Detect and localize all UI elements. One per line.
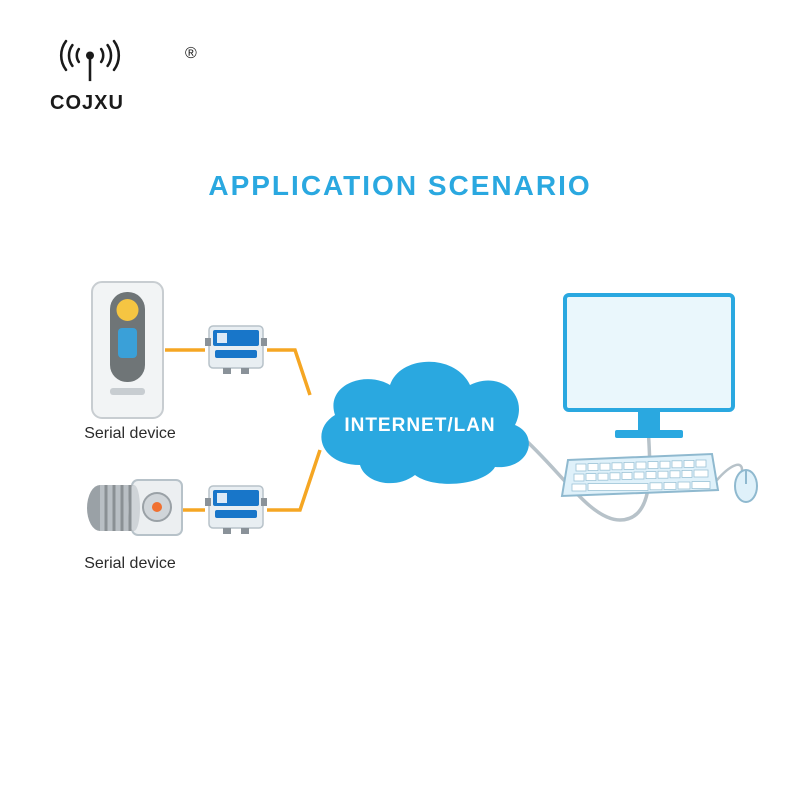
keyboard-icon — [560, 452, 720, 502]
mouse-icon — [732, 466, 762, 504]
serial-device-2-label: Serial device — [75, 555, 185, 573]
serial-device-1-label: Serial device — [75, 425, 185, 443]
serial-device-1 — [90, 280, 165, 420]
converter-module-2 — [205, 480, 267, 535]
diagram-canvas: COJXU ® APPLICATION SCENARIO Serial devi… — [0, 0, 800, 800]
converter-module-1 — [205, 320, 267, 375]
computer-monitor — [560, 290, 740, 450]
cloud-label: INTERNET/LAN — [330, 415, 510, 437]
serial-device-2 — [80, 470, 190, 552]
